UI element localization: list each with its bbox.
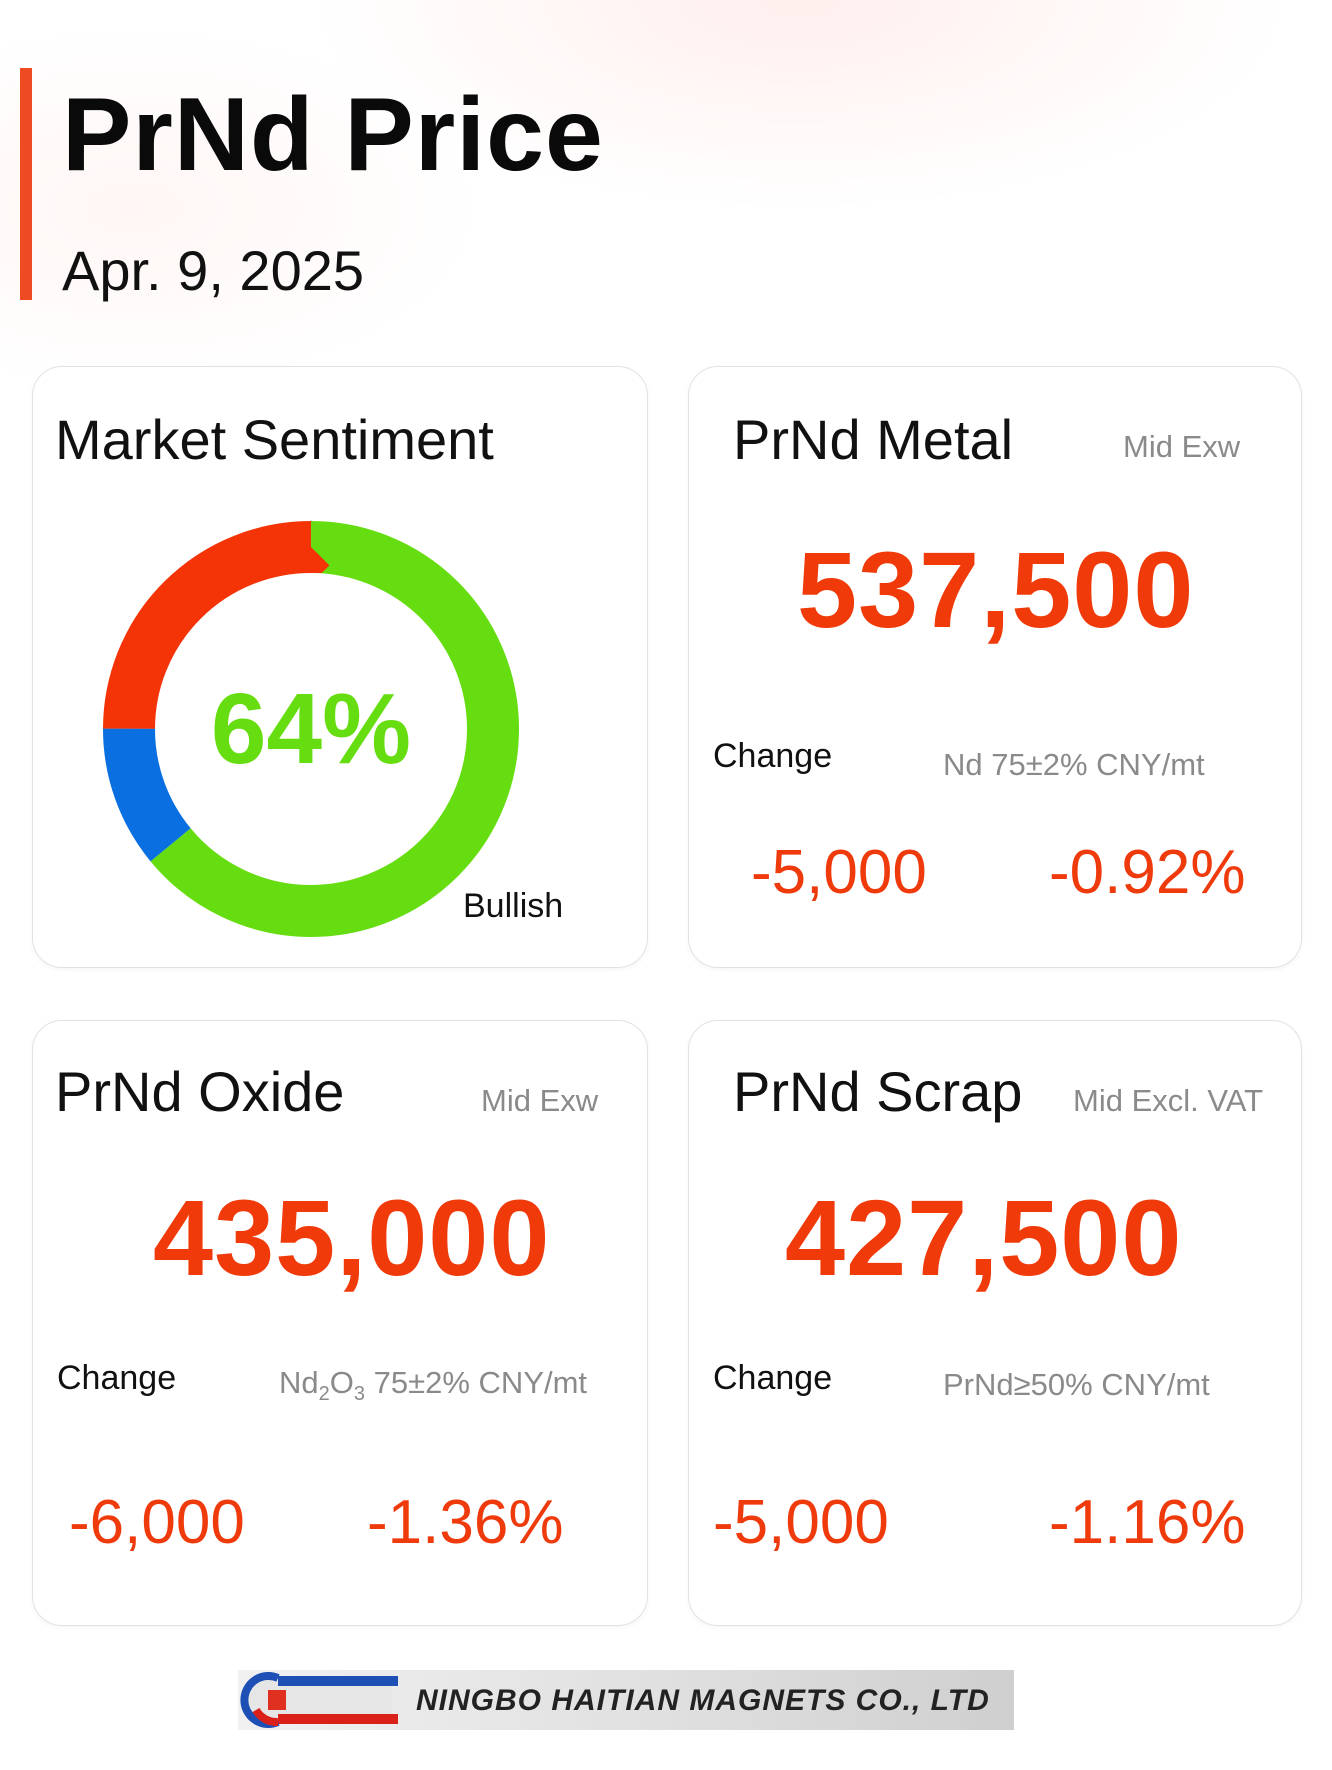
page-title: PrNd Price [62, 77, 604, 193]
oxide-title: PrNd Oxide [55, 1060, 345, 1123]
oxide-spec-prefix: Nd [279, 1365, 319, 1400]
scrap-title: PrNd Scrap [733, 1060, 1023, 1123]
company-name: NINGBO HAITIAN MAGNETS CO., LTD [416, 1684, 990, 1717]
oxide-spec-sub2: 3 [353, 1383, 366, 1406]
oxide-spec: Nd2O3 75±2% CNY/mt [279, 1365, 587, 1406]
metal-tag: Mid Exw [1123, 429, 1241, 464]
sentiment-label: Bullish [463, 887, 564, 925]
oxide-tag: Mid Exw [481, 1083, 599, 1118]
footer-banner: NINGBO HAITIAN MAGNETS CO., LTD [238, 1670, 1014, 1730]
sentiment-title: Market Sentiment [55, 408, 494, 471]
oxide-change-abs: -6,000 [69, 1488, 245, 1557]
scrap-tag: Mid Excl. VAT [1073, 1083, 1264, 1118]
scrap-change-pct: -1.16% [1049, 1488, 1246, 1557]
oxide-price: 435,000 [153, 1177, 551, 1298]
scrap-change-label: Change [713, 1359, 833, 1397]
metal-title: PrNd Metal [733, 408, 1014, 471]
metal-change-pct: -0.92% [1049, 838, 1246, 907]
oxide-change-pct: -1.36% [367, 1488, 564, 1557]
scrap-change-abs: -5,000 [713, 1488, 889, 1557]
sentiment-donut [103, 521, 519, 937]
oxide-change-label: Change [57, 1359, 177, 1397]
prnd-metal-card: PrNd Metal Mid Exw 537,500 Change Nd 75±… [688, 366, 1302, 968]
accent-bar [20, 68, 32, 300]
metal-change-abs: -5,000 [751, 838, 927, 907]
prnd-oxide-card: PrNd Oxide Mid Exw 435,000 Change Nd2O3 … [32, 1020, 648, 1626]
oxide-spec-sub1: 2 [318, 1383, 330, 1406]
page-date: Apr. 9, 2025 [62, 239, 365, 302]
prnd-scrap-card: PrNd Scrap Mid Excl. VAT 427,500 Change … [688, 1020, 1302, 1626]
oxide-spec-suffix: 75±2% CNY/mt [365, 1365, 588, 1400]
metal-spec: Nd 75±2% CNY/mt [943, 747, 1205, 782]
donut-segment-bearish [103, 521, 519, 937]
scrap-price: 427,500 [785, 1177, 1183, 1298]
market-sentiment-card: Market Sentiment 64% Bullish [32, 366, 648, 968]
oxide-spec-mid: O [329, 1365, 354, 1400]
metal-price: 537,500 [797, 529, 1195, 650]
metal-change-label: Change [713, 737, 833, 775]
sentiment-percent: 64% [210, 672, 412, 785]
scrap-spec: PrNd≥50% CNY/mt [943, 1367, 1210, 1402]
donut-segment-neutral [103, 521, 519, 937]
company-logo [240, 1672, 398, 1728]
